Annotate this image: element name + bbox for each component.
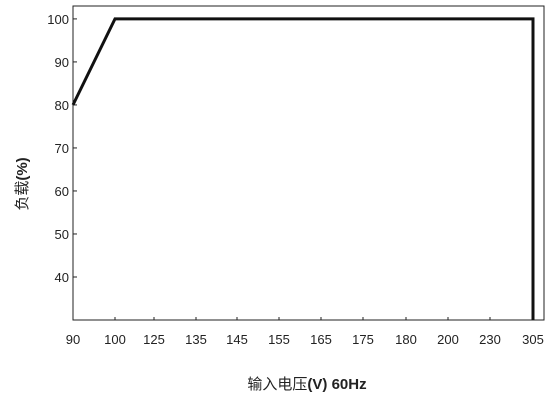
y-tick-label: 70 [55, 141, 69, 156]
x-tick-label: 135 [185, 332, 207, 347]
x-tick-label: 175 [352, 332, 374, 347]
x-tick-label: 90 [66, 332, 80, 347]
y-tick-label: 90 [55, 55, 69, 70]
x-tick-label: 230 [479, 332, 501, 347]
y-axis-title: 负载(%) [13, 157, 31, 210]
x-tick-label: 125 [143, 332, 165, 347]
x-tick-label: 180 [395, 332, 417, 347]
x-tick-label: 155 [268, 332, 290, 347]
plot-frame [72, 5, 545, 321]
y-tick-label: 60 [55, 184, 69, 199]
x-tick-label: 200 [437, 332, 459, 347]
plot-area [72, 5, 545, 321]
y-tick-label: 80 [55, 98, 69, 113]
x-axis-ticks: 90 100 125 135 145 155 165 175 180 200 230 305 [66, 317, 544, 347]
x-tick-label: 100 [104, 332, 126, 347]
y-tick-label: 100 [47, 12, 69, 27]
x-tick-label: 145 [226, 332, 248, 347]
x-tick-label: 305 [522, 332, 544, 347]
y-tick-label: 50 [55, 227, 69, 242]
x-axis-title: 输入电压(V) 60Hz [247, 375, 366, 393]
series-line [71, 17, 535, 320]
series-layer [71, 17, 535, 320]
y-tick-label: 40 [55, 270, 69, 285]
x-tick-label: 165 [310, 332, 332, 347]
